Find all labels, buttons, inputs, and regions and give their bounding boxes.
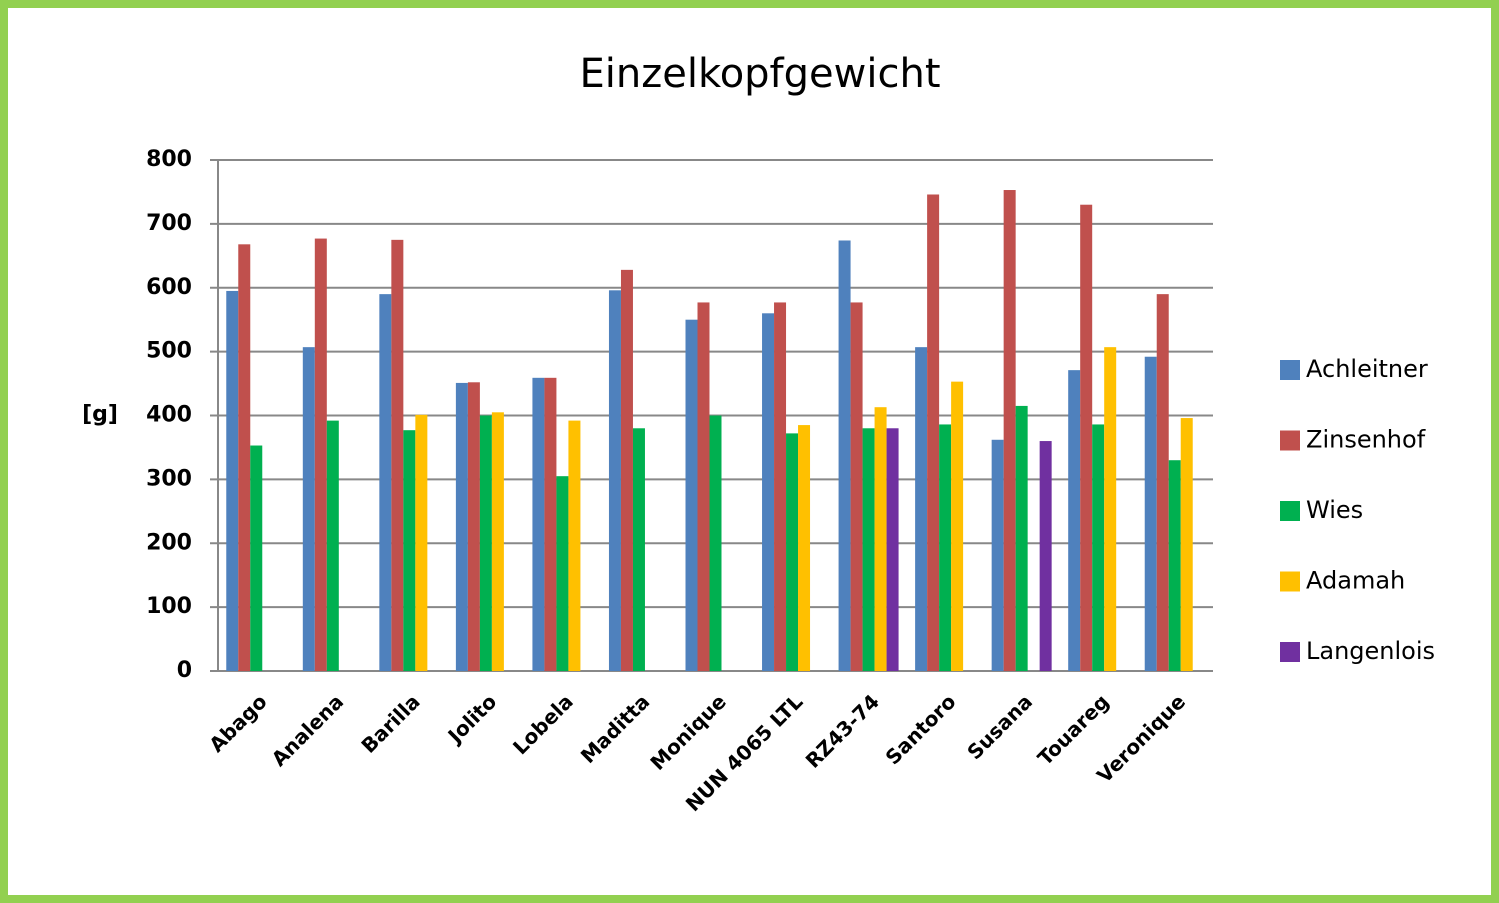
bar (786, 433, 799, 671)
bar (1104, 347, 1117, 671)
bar (608, 290, 621, 671)
bar (838, 240, 851, 672)
legend-swatch (1280, 430, 1300, 451)
legend-swatch (1280, 360, 1300, 380)
bar (1092, 424, 1105, 671)
bar (491, 412, 504, 671)
chart-title: Einzelkopfgewicht (580, 51, 941, 97)
bar (991, 439, 1004, 671)
bar (697, 302, 710, 671)
bar (238, 244, 251, 671)
bar (685, 319, 698, 671)
bar (391, 239, 404, 671)
bar (850, 302, 863, 671)
bar (403, 430, 416, 671)
bar (379, 294, 392, 671)
legend-label: Adamah (1306, 567, 1405, 595)
bar (250, 445, 263, 671)
bar (467, 382, 480, 671)
bar (544, 377, 557, 671)
legend-swatch (1280, 642, 1300, 662)
bar (1080, 204, 1093, 671)
y-tick-label: 0 (177, 658, 192, 683)
bar (455, 382, 468, 671)
bar (862, 428, 875, 671)
bar (1156, 294, 1169, 671)
bar (314, 238, 327, 671)
bar (302, 347, 315, 671)
bar (1180, 418, 1193, 671)
bar (620, 269, 633, 671)
bar (1039, 441, 1052, 671)
bar (709, 415, 722, 671)
legend-label: Wies (1306, 496, 1363, 524)
bar (479, 415, 492, 671)
bar (632, 428, 645, 671)
bar (1068, 370, 1081, 671)
bar (774, 302, 787, 671)
y-tick-label: 800 (146, 147, 192, 172)
bar (874, 407, 887, 671)
y-tick-label: 700 (146, 211, 192, 236)
bar (951, 381, 964, 671)
y-tick-label: 300 (146, 466, 192, 491)
bar (415, 414, 428, 671)
bar (927, 194, 940, 671)
bar (556, 476, 569, 671)
bar (939, 424, 952, 671)
bar (1144, 356, 1157, 671)
y-tick-label: 400 (146, 403, 192, 428)
bar (915, 347, 928, 671)
bar (532, 377, 545, 671)
bar (568, 420, 581, 671)
bar (326, 420, 339, 671)
bar (762, 313, 775, 671)
y-tick-label: 600 (146, 275, 192, 300)
legend-label: Zinsenhof (1306, 426, 1426, 454)
bar (1015, 405, 1028, 671)
bar (886, 428, 899, 671)
legend-label: Langenlois (1306, 637, 1435, 665)
bar (1003, 190, 1016, 672)
y-tick-label: 200 (146, 530, 192, 555)
legend-swatch (1280, 571, 1300, 592)
bar (798, 425, 811, 671)
legend-swatch (1280, 501, 1300, 521)
y-tick-label: 500 (146, 339, 192, 364)
bar (1168, 460, 1181, 671)
y-tick-label: 100 (146, 594, 192, 619)
y-axis-label: [g] (82, 402, 118, 427)
legend-label: Achleitner (1306, 355, 1428, 383)
bar (226, 290, 239, 671)
